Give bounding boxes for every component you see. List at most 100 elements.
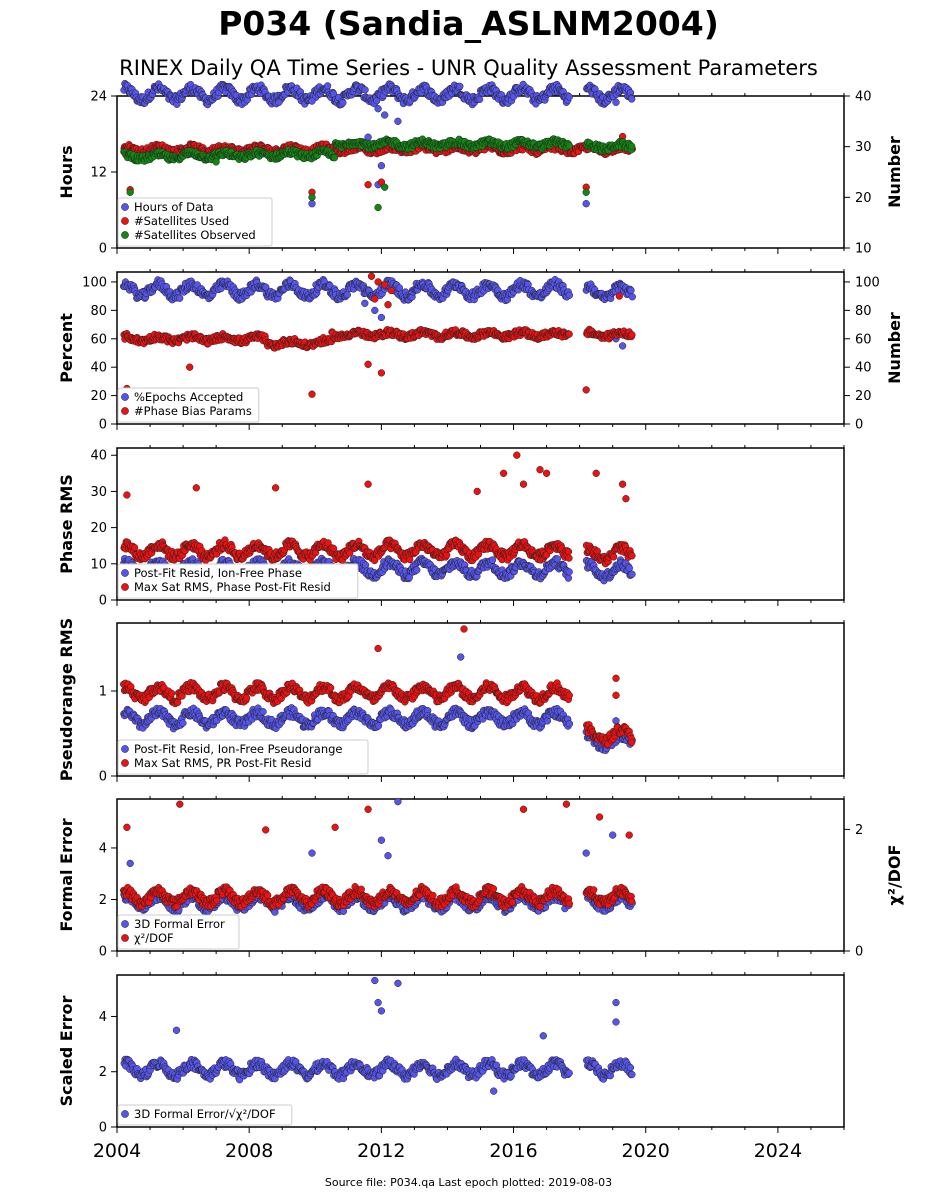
data-point-outlier <box>381 183 389 191</box>
data-point <box>167 689 176 698</box>
data-point-outlier <box>582 188 590 196</box>
data-point <box>179 719 187 727</box>
y-tick-label: 10 <box>90 557 107 572</box>
data-point-outlier <box>457 653 465 661</box>
data-point-outlier <box>374 203 382 212</box>
data-point <box>361 86 369 94</box>
y-tick-label: 24 <box>90 90 107 105</box>
data-point-outlier <box>542 469 551 477</box>
data-point-outlier <box>592 469 600 477</box>
y-axis-label: Hours <box>57 145 76 198</box>
data-point-outlier <box>371 306 379 315</box>
data-point <box>475 95 484 104</box>
data-point <box>339 99 347 107</box>
data-point-outlier <box>364 181 372 189</box>
legend-label: Post-Fit Resid, Ion-Free Phase <box>134 566 302 580</box>
legend-label: #Satellites Used <box>134 214 229 228</box>
data-point <box>130 543 139 552</box>
data-point-outlier <box>186 363 194 371</box>
y-tick-label: 1 <box>99 685 107 700</box>
data-point <box>628 95 636 103</box>
data-point-outlier <box>377 313 386 322</box>
y-axis-label: Phase RMS <box>57 474 76 574</box>
y-tick-label: 80 <box>90 304 107 319</box>
y2-tick-label: 40 <box>855 361 872 376</box>
data-point-outlier <box>308 390 316 398</box>
data-point <box>565 141 573 150</box>
y2-axis-label: Number <box>885 312 904 384</box>
y2-tick-label: 0 <box>855 418 863 433</box>
legend-label: #Satellites Observed <box>134 228 256 242</box>
y2-tick-label: 30 <box>855 140 872 155</box>
y2-axis-label: Number <box>885 136 904 208</box>
data-point <box>413 566 421 574</box>
data-point <box>488 556 497 564</box>
data-point <box>330 154 339 162</box>
data-point-outlier <box>361 299 369 307</box>
y-tick-label: 12 <box>90 166 107 181</box>
data-point-outlier <box>384 301 392 309</box>
data-point-outlier <box>612 98 620 106</box>
data-point-outlier <box>622 495 630 503</box>
data-point <box>176 294 184 302</box>
data-point <box>406 555 414 564</box>
y2-tick-label: 80 <box>855 304 872 319</box>
page-subtitle: RINEX Daily QA Time Series - UNR Quality… <box>119 56 818 80</box>
data-point <box>565 554 573 562</box>
y2-tick-label: 20 <box>855 389 872 404</box>
legend-label: %Epochs Accepted <box>134 390 243 404</box>
y-tick-label: 0 <box>99 418 107 433</box>
legend-marker <box>121 231 129 239</box>
data-point-outlier <box>394 117 402 125</box>
y-tick-label: 0 <box>99 242 107 257</box>
data-point <box>565 720 574 728</box>
series-2 <box>120 451 636 568</box>
y2-tick-label: 10 <box>855 242 872 257</box>
y-axis-label: Percent <box>57 313 76 383</box>
y-tick-label: 30 <box>90 485 107 500</box>
legend-label: Max Sat RMS, Phase Post-Fit Resid <box>134 580 331 594</box>
page-title: P034 (Sandia_ASLNM2004) <box>218 4 719 43</box>
y2-tick-label: 40 <box>855 90 872 105</box>
data-point-outlier <box>271 484 280 492</box>
y-tick-label: 40 <box>90 449 107 464</box>
data-point-outlier <box>123 491 131 499</box>
legend-label: Hours of Data <box>134 200 214 214</box>
data-point-outlier <box>364 480 372 488</box>
data-point-outlier <box>618 342 627 350</box>
data-point <box>565 330 573 338</box>
legend-marker <box>121 583 129 591</box>
data-point-outlier <box>367 272 376 280</box>
data-point <box>628 293 636 301</box>
data-point-outlier <box>371 295 379 303</box>
data-point <box>565 568 573 576</box>
data-point <box>343 291 351 299</box>
y-tick-label: 40 <box>90 361 107 376</box>
legend-marker <box>121 407 129 415</box>
data-point-outlier <box>275 98 283 106</box>
data-point-outlier <box>377 162 386 170</box>
data-point <box>628 331 636 339</box>
data-point-outlier <box>308 97 316 105</box>
y-tick-label: 0 <box>99 594 107 609</box>
data-point <box>628 552 636 560</box>
legend-marker <box>121 217 129 225</box>
data-point-outlier <box>615 292 623 300</box>
y-axis-label: Pseudorange RMS <box>57 618 76 781</box>
data-point-outlier <box>308 200 316 208</box>
legend-marker <box>121 203 129 211</box>
y-tick-label: 100 <box>82 275 107 290</box>
legend-marker <box>121 393 129 401</box>
data-point-outlier <box>519 480 528 488</box>
data-point-outlier <box>192 484 200 492</box>
series-1 <box>120 79 636 208</box>
data-point <box>564 547 573 556</box>
y-tick-label: 20 <box>90 389 107 404</box>
y2-tick-label: 60 <box>855 332 872 347</box>
data-point-outlier <box>377 369 386 377</box>
data-point-outlier <box>364 360 372 368</box>
